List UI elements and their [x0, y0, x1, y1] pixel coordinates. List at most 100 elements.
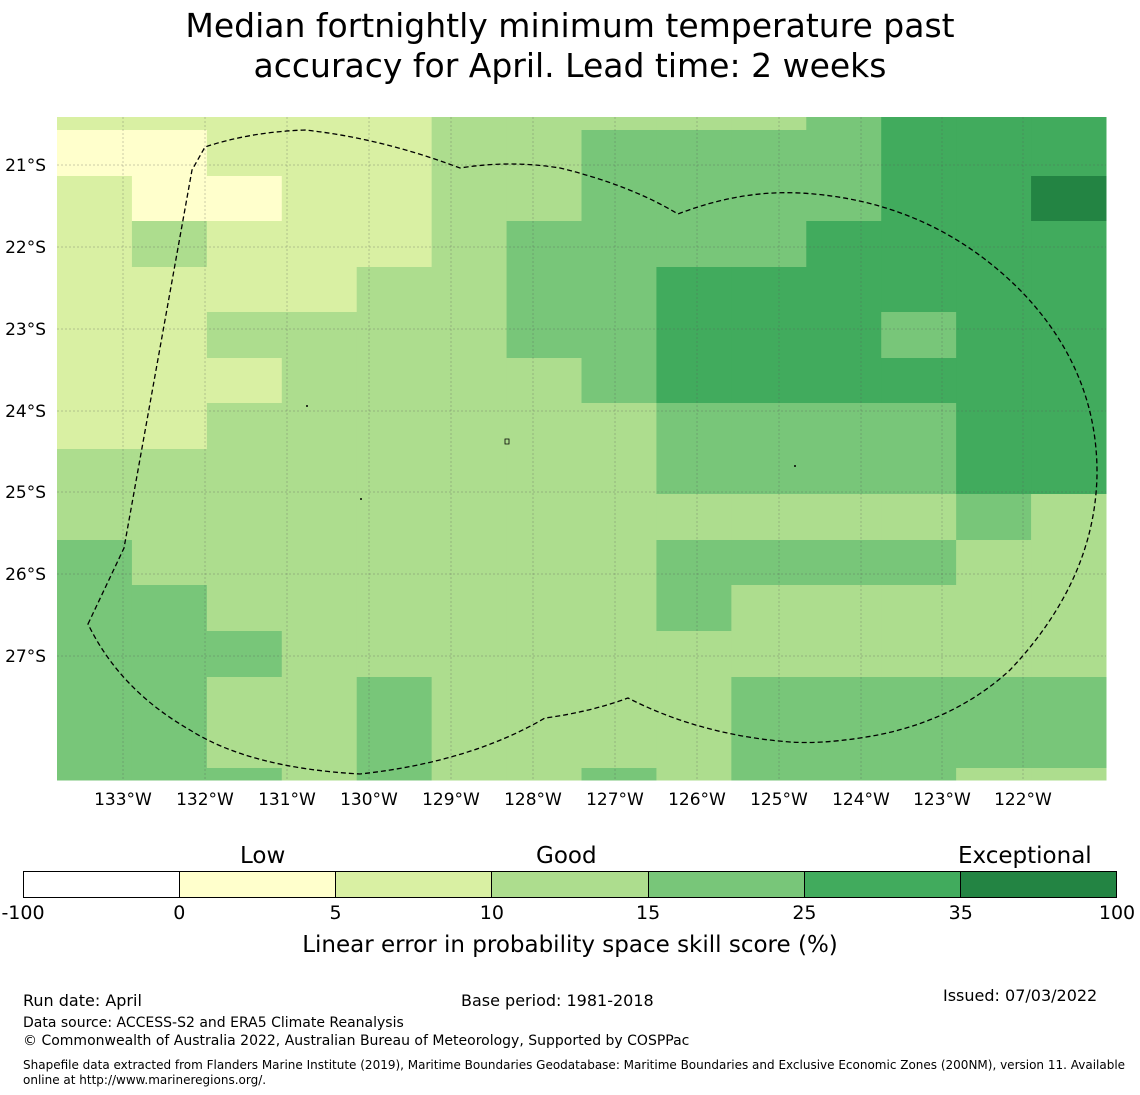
skill-cell	[206, 312, 283, 359]
skill-cell	[356, 176, 433, 222]
colorbar-segment	[24, 872, 180, 897]
skill-cell	[581, 130, 657, 177]
skill-cell	[731, 768, 807, 781]
skill-cell	[431, 722, 508, 769]
skill-cell	[881, 117, 957, 131]
skill-cell	[506, 540, 582, 586]
skill-cell	[656, 677, 732, 723]
skill-cell	[1031, 403, 1107, 450]
skill-cell	[57, 722, 133, 769]
skill-cell	[131, 117, 208, 131]
skill-cell	[57, 312, 133, 359]
colorbar-tick-label: 5	[329, 902, 342, 924]
skill-cell	[431, 221, 508, 268]
title-line-2: accuracy for April. Lead time: 2 weeks	[253, 46, 887, 85]
skill-cell	[431, 494, 508, 541]
skill-cell	[881, 449, 957, 495]
skill-cell	[206, 768, 283, 781]
colorbar-segment	[335, 872, 492, 897]
colorbar-category-exceptional: Exceptional	[958, 843, 1092, 869]
skill-cell	[131, 130, 208, 177]
colorbar-label: Linear error in probability space skill …	[302, 932, 838, 958]
skill-cell	[281, 494, 358, 541]
skill-cell	[131, 677, 208, 723]
skill-cell	[581, 677, 657, 723]
skill-cell	[956, 722, 1032, 769]
skill-cell	[206, 176, 283, 222]
skill-cell	[57, 585, 133, 632]
skill-cell	[281, 221, 358, 268]
skill-cell	[881, 494, 957, 541]
colorbar-tick-label: 100	[1098, 902, 1136, 924]
skill-cell	[1031, 540, 1107, 586]
skill-cell	[731, 449, 807, 495]
skill-cell	[506, 403, 582, 450]
skill-cell	[431, 358, 508, 404]
skill-cell	[356, 449, 433, 495]
skill-cell	[431, 677, 508, 723]
skill-cell	[656, 267, 732, 313]
skill-cell	[506, 722, 582, 769]
skill-cell	[806, 117, 882, 131]
skill-cell	[881, 403, 957, 450]
skill-cell	[281, 267, 358, 313]
skill-cell	[806, 312, 882, 359]
skill-cell	[1031, 722, 1107, 769]
eez-boundary	[87, 129, 1098, 775]
shapefile-credit-line-1: Shapefile data extracted from Flanders M…	[23, 1058, 1126, 1072]
skill-cell	[806, 768, 882, 781]
skill-cell	[731, 403, 807, 450]
latitude-label: 21°S	[5, 156, 46, 176]
skill-cell	[806, 540, 882, 586]
island-mark	[504, 438, 510, 445]
skill-cell	[57, 117, 133, 131]
skill-cell	[656, 585, 732, 632]
skill-cell	[956, 176, 1032, 222]
skill-cell	[881, 221, 957, 268]
skill-cell	[131, 768, 208, 781]
skill-cell	[281, 540, 358, 586]
skill-cell	[131, 221, 208, 268]
skill-cell	[506, 677, 582, 723]
longitude-label: 124°W	[832, 790, 890, 810]
skill-cell	[131, 722, 208, 769]
skill-cell	[956, 358, 1032, 404]
skill-cell	[731, 358, 807, 404]
colorbar-tick-label: 25	[792, 902, 817, 924]
skill-cell	[431, 631, 508, 678]
skill-cell	[506, 631, 582, 678]
skill-cell	[806, 403, 882, 450]
skill-cell	[956, 768, 1032, 781]
skill-cell	[581, 117, 657, 131]
skill-cell	[431, 117, 508, 131]
skill-cell	[431, 403, 508, 450]
longitude-label: 131°W	[258, 790, 316, 810]
skill-cell	[506, 117, 582, 131]
skill-cell	[57, 358, 133, 404]
skill-cell	[206, 540, 283, 586]
issued-date: Issued: 07/03/2022	[943, 986, 1098, 1005]
skill-cell	[806, 130, 882, 177]
skill-cell	[281, 403, 358, 450]
skill-cell	[281, 585, 358, 632]
graticule	[57, 117, 1106, 780]
skill-cell	[57, 449, 133, 495]
skill-cell	[881, 677, 957, 723]
skill-cell	[131, 312, 208, 359]
skill-cell	[581, 494, 657, 541]
skill-cell	[506, 358, 582, 404]
skill-cell	[131, 585, 208, 632]
skill-cell	[356, 540, 433, 586]
skill-cell	[57, 130, 133, 177]
skill-cell	[131, 267, 208, 313]
latitude-label: 24°S	[5, 402, 46, 422]
skill-cell	[356, 117, 433, 131]
skill-cell	[956, 540, 1032, 586]
skill-cell	[131, 494, 208, 541]
skill-cell	[881, 267, 957, 313]
skill-cell	[206, 631, 283, 678]
skill-cell	[57, 403, 133, 450]
skill-cell	[731, 631, 807, 678]
skill-cell	[581, 768, 657, 781]
skill-cell	[131, 540, 208, 586]
